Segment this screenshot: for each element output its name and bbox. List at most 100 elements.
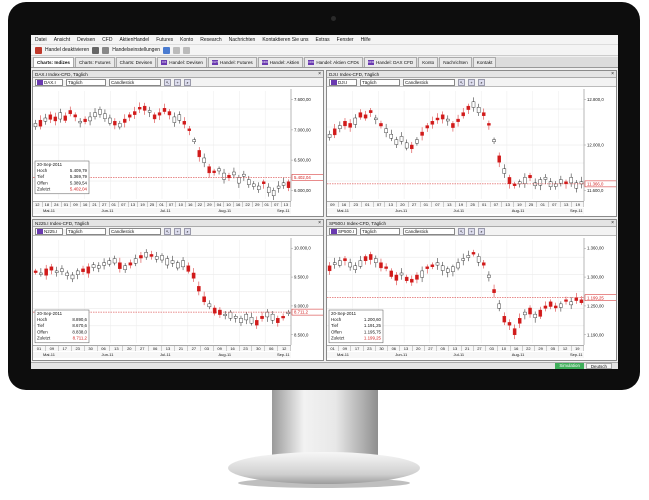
interval-select[interactable]: Täglich (66, 78, 106, 86)
candle-body (191, 272, 196, 279)
candlestick-chart[interactable]: 12.800,0 12.000,0 11.600,0 11.366,0 (327, 89, 617, 201)
tab[interactable]: Kontakt (472, 57, 497, 67)
candle-body (353, 265, 358, 270)
day-tick-label: 13 (400, 346, 413, 351)
menu-item[interactable]: Fenster (336, 36, 354, 43)
close-icon[interactable]: × (611, 220, 614, 226)
charttype-select[interactable]: Candlestick (403, 78, 455, 86)
tab[interactable]: Charts: Indizes (33, 57, 74, 67)
chart-toolbar: DAX.I Täglich Candlestick ↖ + ⌕ (33, 78, 323, 87)
tab[interactable]: FX Handel: Devisen (157, 57, 207, 67)
menu-item[interactable]: Datei (35, 36, 47, 43)
crosshair-tool-icon[interactable]: + (468, 227, 475, 235)
symbol-field[interactable]: DJI.I (329, 78, 357, 86)
candle-body (507, 322, 512, 326)
zoom-tool-icon[interactable]: ⌕ (184, 78, 191, 86)
tab[interactable]: CFD Handel: DAX CFD (363, 57, 418, 67)
candle-body (492, 139, 496, 142)
symbol-field[interactable]: DAX.I (35, 78, 63, 86)
day-axis: 01 09 17 23 30 06 13 20 27 05 13 21 27 03 10 16 22 29 05 12… (327, 345, 584, 351)
language-select[interactable]: Deutsch (585, 363, 612, 369)
panel-title: N225.I Index-CFD, Täglich (35, 220, 90, 226)
y-tick-label: 11.600,0 (587, 188, 604, 193)
cursor-tool-icon[interactable]: ↖ (164, 227, 171, 235)
cursor-icon[interactable] (183, 46, 191, 54)
candle-body (476, 256, 481, 263)
layout-icon[interactable] (163, 46, 171, 54)
candle-body (497, 155, 501, 163)
candle-body (343, 258, 347, 261)
index-badge-icon (37, 228, 43, 234)
month-label: Sep-11 (277, 208, 290, 213)
menu-item[interactable]: Futures (156, 36, 174, 43)
cursor-tool-icon[interactable]: ↖ (458, 227, 465, 235)
tab[interactable]: Charts: Futures (74, 57, 115, 67)
candle-body (435, 117, 440, 121)
close-icon[interactable]: × (318, 71, 321, 77)
menu-item[interactable]: Kontaktieren Sie uns (262, 36, 309, 43)
menu-item[interactable]: Konto (180, 36, 194, 43)
printer-icon[interactable] (92, 46, 100, 54)
cursor-tool-icon[interactable]: ↖ (164, 78, 171, 86)
tab[interactable]: CFD Handel: Aktien CFDs (304, 57, 363, 67)
y-tick-label: 1.300,00 (587, 275, 604, 280)
menu-item[interactable]: Research (200, 36, 222, 43)
chart-panel-sp500: SP500.I Index-CFD, Täglich × SP500.I Täg… (326, 219, 617, 361)
menu-item[interactable]: Hilfe (360, 36, 371, 43)
menu-item[interactable]: Nachrichten (228, 36, 256, 43)
candle-body (233, 316, 238, 319)
close-icon[interactable]: × (318, 220, 321, 226)
day-tick-label: 13 (110, 346, 124, 351)
day-tick-label: 21 (90, 202, 100, 207)
arrow-icon[interactable] (173, 46, 181, 54)
cursor-tool-icon[interactable]: ↖ (458, 78, 465, 86)
tab-badge: FX (161, 60, 168, 65)
candle-body (81, 268, 85, 272)
charttype-select[interactable]: Candlestick (403, 227, 455, 235)
crosshair-tool-icon[interactable]: + (468, 78, 475, 86)
day-tick-label: 27 (425, 346, 438, 351)
menu-item[interactable]: Ansicht (53, 36, 71, 43)
interval-select[interactable]: Täglich (66, 227, 106, 235)
crosshair-tool-icon[interactable]: + (174, 78, 181, 86)
interval-select[interactable]: Täglich (360, 78, 400, 86)
zoom-tool-icon[interactable]: ⌕ (184, 227, 191, 235)
tab[interactable]: FUT Handel: Futures (208, 57, 257, 67)
day-tick-label: 19 (572, 202, 585, 207)
trade-off-icon[interactable] (35, 46, 42, 54)
menu-item[interactable]: CFD (102, 36, 113, 43)
candlestick-chart[interactable]: 10.000,09.500,09.000,08.500,08.711,220-S… (33, 238, 324, 345)
day-tick-label: 09 (214, 346, 227, 351)
candle-body (60, 268, 64, 272)
tab-badge: CFD (308, 60, 315, 65)
zoom-tool-icon[interactable]: ⌕ (478, 227, 485, 235)
symbol-field[interactable]: N225.I (35, 227, 63, 235)
day-tick-label: 01 (479, 202, 491, 207)
candle-body (368, 254, 373, 260)
candle-body (142, 105, 147, 111)
menu-item[interactable]: Devisen (77, 36, 96, 43)
candlestick-chart[interactable]: 7.600,00 7.000,00 6.500,00 6.000,00 5.402,04… (33, 89, 324, 201)
tab[interactable]: Nachrichten (439, 57, 472, 67)
interval-select[interactable]: Täglich (360, 227, 400, 235)
charttype-select[interactable]: Candlestick (109, 227, 161, 235)
candlestick-chart[interactable]: 1.360,00 1.300,00 1.250,00 1.190,00 1.199,25… (327, 238, 617, 345)
info-row-label: Offen (37, 180, 48, 185)
crosshair-tool-icon[interactable]: + (174, 227, 181, 235)
zoom-tool-icon[interactable]: ⌕ (478, 78, 485, 86)
symbol-field[interactable]: SP500.I (329, 227, 357, 235)
tab[interactable]: Charts: Devisen (115, 57, 157, 67)
settings-icon[interactable] (102, 46, 110, 54)
trade-settings-label[interactable]: Handelseinstellungen (112, 47, 161, 53)
menu-item[interactable]: Extras (315, 36, 330, 43)
trade-off-label[interactable]: Handel deaktivieren (45, 47, 90, 53)
tab[interactable]: Konto (418, 57, 439, 67)
close-icon[interactable]: × (611, 71, 614, 77)
last-price-box (291, 308, 323, 316)
tab[interactable]: CFD Handel: Aktien (257, 57, 304, 67)
candle-body (399, 272, 404, 276)
menu-item[interactable]: AktienHandel (119, 36, 150, 43)
charttype-select[interactable]: Candlestick (109, 78, 161, 86)
candle-body (75, 270, 80, 275)
candle-body (137, 107, 142, 110)
